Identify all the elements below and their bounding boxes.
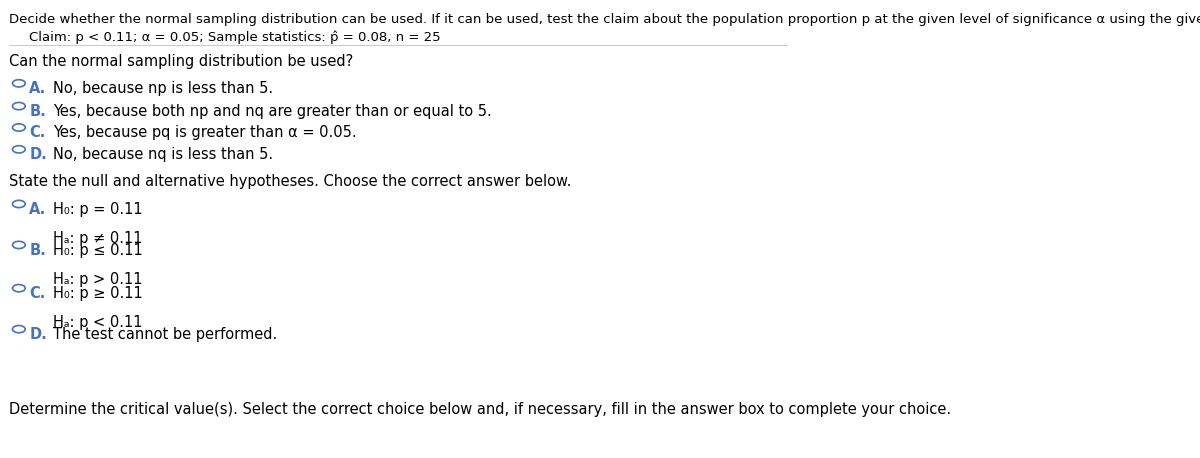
Text: Yes, because both np and nq are greater than or equal to 5.: Yes, because both np and nq are greater … <box>53 104 492 119</box>
Text: H₀: p ≥ 0.11: H₀: p ≥ 0.11 <box>53 286 143 301</box>
Text: D.: D. <box>29 147 47 162</box>
Text: H₀: p ≤ 0.11: H₀: p ≤ 0.11 <box>53 243 143 258</box>
Text: No, because np is less than 5.: No, because np is less than 5. <box>53 81 274 96</box>
Text: A.: A. <box>29 202 47 217</box>
Text: H₀: p = 0.11: H₀: p = 0.11 <box>53 202 143 217</box>
Text: A.: A. <box>29 81 47 96</box>
Text: Hₐ: p < 0.11: Hₐ: p < 0.11 <box>53 316 143 331</box>
Text: C.: C. <box>29 286 46 301</box>
Text: C.: C. <box>29 125 46 140</box>
Text: B.: B. <box>29 243 46 258</box>
Text: Hₐ: p > 0.11: Hₐ: p > 0.11 <box>53 272 143 287</box>
Text: B.: B. <box>29 104 46 119</box>
Text: Claim: p < 0.11; α = 0.05; Sample statistics: p̂ = 0.08, n = 25: Claim: p < 0.11; α = 0.05; Sample statis… <box>29 31 440 44</box>
Text: Determine the critical value(s). Select the correct choice below and, if necessa: Determine the critical value(s). Select … <box>10 402 952 417</box>
Text: The test cannot be performed.: The test cannot be performed. <box>53 327 277 342</box>
Text: Yes, because pq is greater than α = 0.05.: Yes, because pq is greater than α = 0.05… <box>53 125 356 140</box>
Text: No, because nq is less than 5.: No, because nq is less than 5. <box>53 147 274 162</box>
Text: D.: D. <box>29 327 47 342</box>
Text: Hₐ: p ≠ 0.11: Hₐ: p ≠ 0.11 <box>53 231 143 246</box>
Text: Decide whether the normal sampling distribution can be used. If it can be used, : Decide whether the normal sampling distr… <box>10 13 1200 26</box>
Text: State the null and alternative hypotheses. Choose the correct answer below.: State the null and alternative hypothese… <box>10 174 571 189</box>
Text: Can the normal sampling distribution be used?: Can the normal sampling distribution be … <box>10 54 354 69</box>
